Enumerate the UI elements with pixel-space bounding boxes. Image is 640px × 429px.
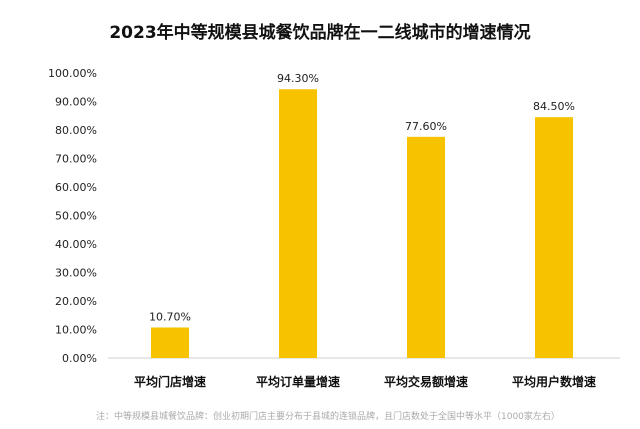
- x-tick-label: 平均门店增速: [134, 374, 206, 389]
- chart-title: 2023年中等规模县城餐饮品牌在一二线城市的增速情况: [109, 23, 531, 43]
- data-label: 94.30%: [277, 72, 319, 85]
- data-label: 84.50%: [533, 100, 575, 113]
- x-tick-label: 平均用户数增速: [512, 374, 596, 389]
- y-tick-label: 80.00%: [55, 124, 97, 137]
- x-tick-label: 平均交易额增速: [384, 374, 468, 389]
- y-tick-label: 90.00%: [55, 96, 97, 109]
- y-tick-label: 50.00%: [55, 210, 97, 223]
- data-label: 10.70%: [149, 311, 191, 324]
- bar: [279, 89, 317, 359]
- bar: [407, 136, 445, 358]
- y-tick-label: 40.00%: [55, 238, 97, 251]
- x-tick-label: 平均订单量增速: [256, 374, 340, 389]
- y-tick-label: 100.00%: [48, 67, 97, 80]
- data-label: 77.60%: [405, 120, 447, 133]
- y-tick-label: 20.00%: [55, 295, 97, 308]
- bar: [535, 117, 573, 358]
- bar: [151, 327, 189, 358]
- y-tick-label: 10.00%: [55, 324, 97, 337]
- y-tick-label: 60.00%: [55, 181, 97, 194]
- y-tick-label: 30.00%: [55, 267, 97, 280]
- y-tick-label: 70.00%: [55, 153, 97, 166]
- footnote: 注：中等规模县城餐饮品牌：创业初期门店主要分布于县城的连锁品牌，且门店数处于全国…: [96, 412, 560, 422]
- y-tick-label: 0.00%: [62, 352, 97, 365]
